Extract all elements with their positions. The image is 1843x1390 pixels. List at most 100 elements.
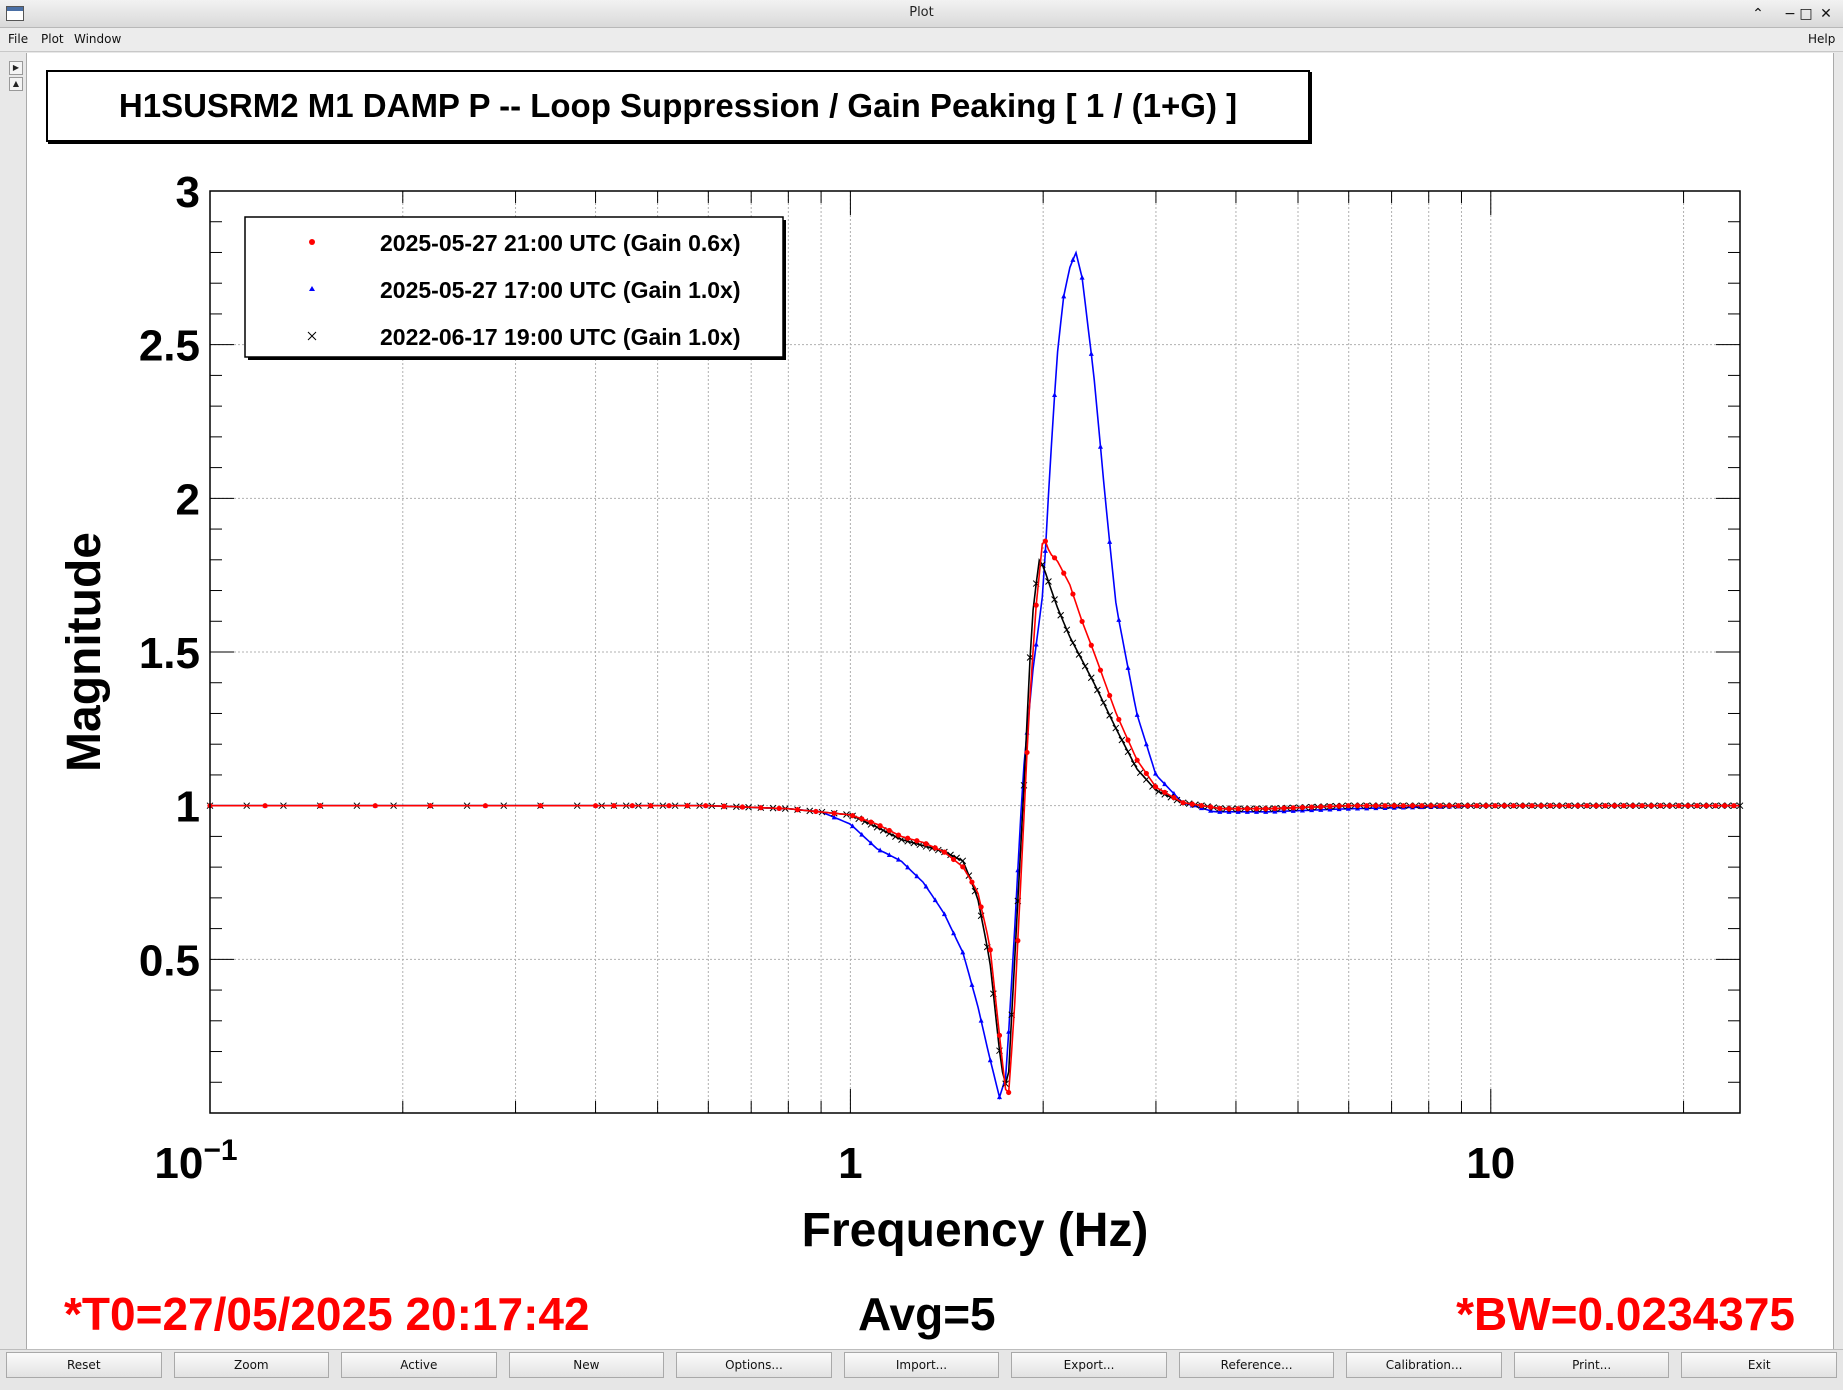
series-point xyxy=(859,831,865,837)
options-button[interactable]: Options... xyxy=(676,1352,832,1378)
y-tick-label: 2 xyxy=(176,475,200,524)
series-point xyxy=(1676,803,1682,809)
maximize-icon[interactable]: □ xyxy=(1799,6,1813,22)
series-point xyxy=(1116,716,1122,723)
menu-plot[interactable]: Plot xyxy=(41,32,64,46)
close-icon[interactable]: ✕ xyxy=(1820,6,1832,22)
x-axis-label: Frequency (Hz) xyxy=(802,1204,1149,1257)
series-point xyxy=(1409,803,1416,809)
series-point xyxy=(1106,712,1113,719)
series-point xyxy=(1112,724,1120,732)
series-point xyxy=(1189,801,1195,807)
series-point xyxy=(1290,805,1296,811)
series-point xyxy=(1143,770,1149,777)
series-point xyxy=(1081,662,1089,670)
collapse-up-icon[interactable]: ▲ xyxy=(9,77,23,91)
series-point xyxy=(1547,803,1553,809)
average-count: Avg=5 xyxy=(858,1288,996,1340)
expand-right-icon[interactable]: ▶ xyxy=(9,61,23,75)
menu-window[interactable]: Window xyxy=(74,32,122,46)
button-bar: Reset Zoom Active New Options... Import... Exp… xyxy=(0,1349,1843,1390)
series-point xyxy=(1063,626,1071,634)
series-point xyxy=(1057,611,1065,619)
series-point xyxy=(1465,803,1471,809)
series-point xyxy=(1382,803,1388,809)
series-point xyxy=(1611,803,1618,809)
series-point xyxy=(1180,800,1186,806)
series-point xyxy=(923,841,929,847)
series-point xyxy=(1033,641,1039,647)
series-point xyxy=(1520,803,1526,809)
menu-file[interactable]: File xyxy=(8,32,29,46)
series-point xyxy=(1703,803,1709,809)
series-point xyxy=(1290,808,1296,813)
shade-icon[interactable]: ⌃ xyxy=(1752,6,1764,22)
series-point xyxy=(1124,748,1132,756)
series-point xyxy=(947,851,954,859)
series-point xyxy=(1107,692,1113,699)
series-point xyxy=(1100,699,1107,707)
series-point xyxy=(1299,804,1306,811)
series-point xyxy=(895,832,902,838)
series-point xyxy=(987,1057,993,1063)
series-line xyxy=(210,539,1740,1095)
series-point xyxy=(850,813,856,819)
series-triangle xyxy=(207,250,1740,1101)
series-point xyxy=(1051,596,1058,603)
legend-label: 2025-05-27 21:00 UTC (Gain 0.6x) xyxy=(380,230,741,256)
series-point xyxy=(905,835,911,841)
active-button[interactable]: Active xyxy=(341,1352,497,1378)
chart-axes xyxy=(209,190,1740,1113)
series-point xyxy=(1694,803,1700,809)
series-point xyxy=(1162,781,1168,787)
export-button[interactable]: Export... xyxy=(1011,1352,1167,1378)
series-point xyxy=(537,803,544,809)
legend-label: 2025-05-27 17:00 UTC (Gain 1.0x) xyxy=(380,277,741,303)
series-point xyxy=(1162,789,1168,795)
new-button[interactable]: New xyxy=(508,1352,665,1378)
series-point xyxy=(1042,538,1048,544)
exit-button[interactable]: Exit xyxy=(1681,1352,1837,1378)
plot-frame xyxy=(209,190,1741,1114)
series-point xyxy=(950,856,957,863)
y-tick-label: 3 xyxy=(176,168,200,217)
reference-button[interactable]: Reference... xyxy=(1178,1352,1335,1378)
series-point xyxy=(959,857,967,865)
series-point xyxy=(739,804,746,810)
series-point xyxy=(932,897,938,903)
series-point xyxy=(996,1032,1003,1038)
series-point xyxy=(1171,790,1177,796)
zoom-button[interactable]: Zoom xyxy=(173,1352,330,1378)
minimize-icon[interactable]: − xyxy=(1784,6,1796,22)
menu-help[interactable]: Help xyxy=(1808,32,1836,46)
series-point xyxy=(932,845,938,851)
print-button[interactable]: Print... xyxy=(1513,1352,1670,1378)
series-point xyxy=(1006,1089,1012,1096)
series-point xyxy=(1134,712,1140,717)
series-point xyxy=(1327,803,1333,809)
series-point xyxy=(1556,803,1563,809)
series-markers xyxy=(207,257,1737,1100)
series-point xyxy=(850,823,856,829)
y-axis-label: Magnitude xyxy=(58,532,111,772)
series-point xyxy=(1070,257,1076,262)
series-point xyxy=(877,823,883,829)
series-point xyxy=(1244,806,1250,812)
series-point xyxy=(1116,617,1122,622)
series-point xyxy=(1217,809,1223,814)
series-point xyxy=(886,827,892,834)
import-button[interactable]: Import... xyxy=(843,1352,1000,1378)
series-point xyxy=(1657,803,1664,809)
series-point xyxy=(941,911,947,917)
series-point xyxy=(978,1017,984,1023)
series-point xyxy=(1075,651,1083,658)
calibration-button[interactable]: Calibration... xyxy=(1346,1352,1502,1378)
series-point xyxy=(905,864,911,870)
reset-button[interactable]: Reset xyxy=(6,1352,162,1378)
series-point xyxy=(978,904,984,910)
series-point xyxy=(1097,443,1103,449)
series-point xyxy=(1639,803,1645,809)
series-point xyxy=(1052,392,1058,397)
series-point xyxy=(1079,618,1085,625)
